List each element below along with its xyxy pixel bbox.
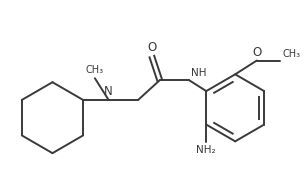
Text: NH₂: NH₂ <box>196 145 216 155</box>
Text: N: N <box>104 85 113 98</box>
Text: O: O <box>252 46 261 59</box>
Text: CH₃: CH₃ <box>86 65 104 75</box>
Text: O: O <box>147 41 156 54</box>
Text: CH₃: CH₃ <box>282 49 300 59</box>
Text: NH: NH <box>191 68 207 78</box>
